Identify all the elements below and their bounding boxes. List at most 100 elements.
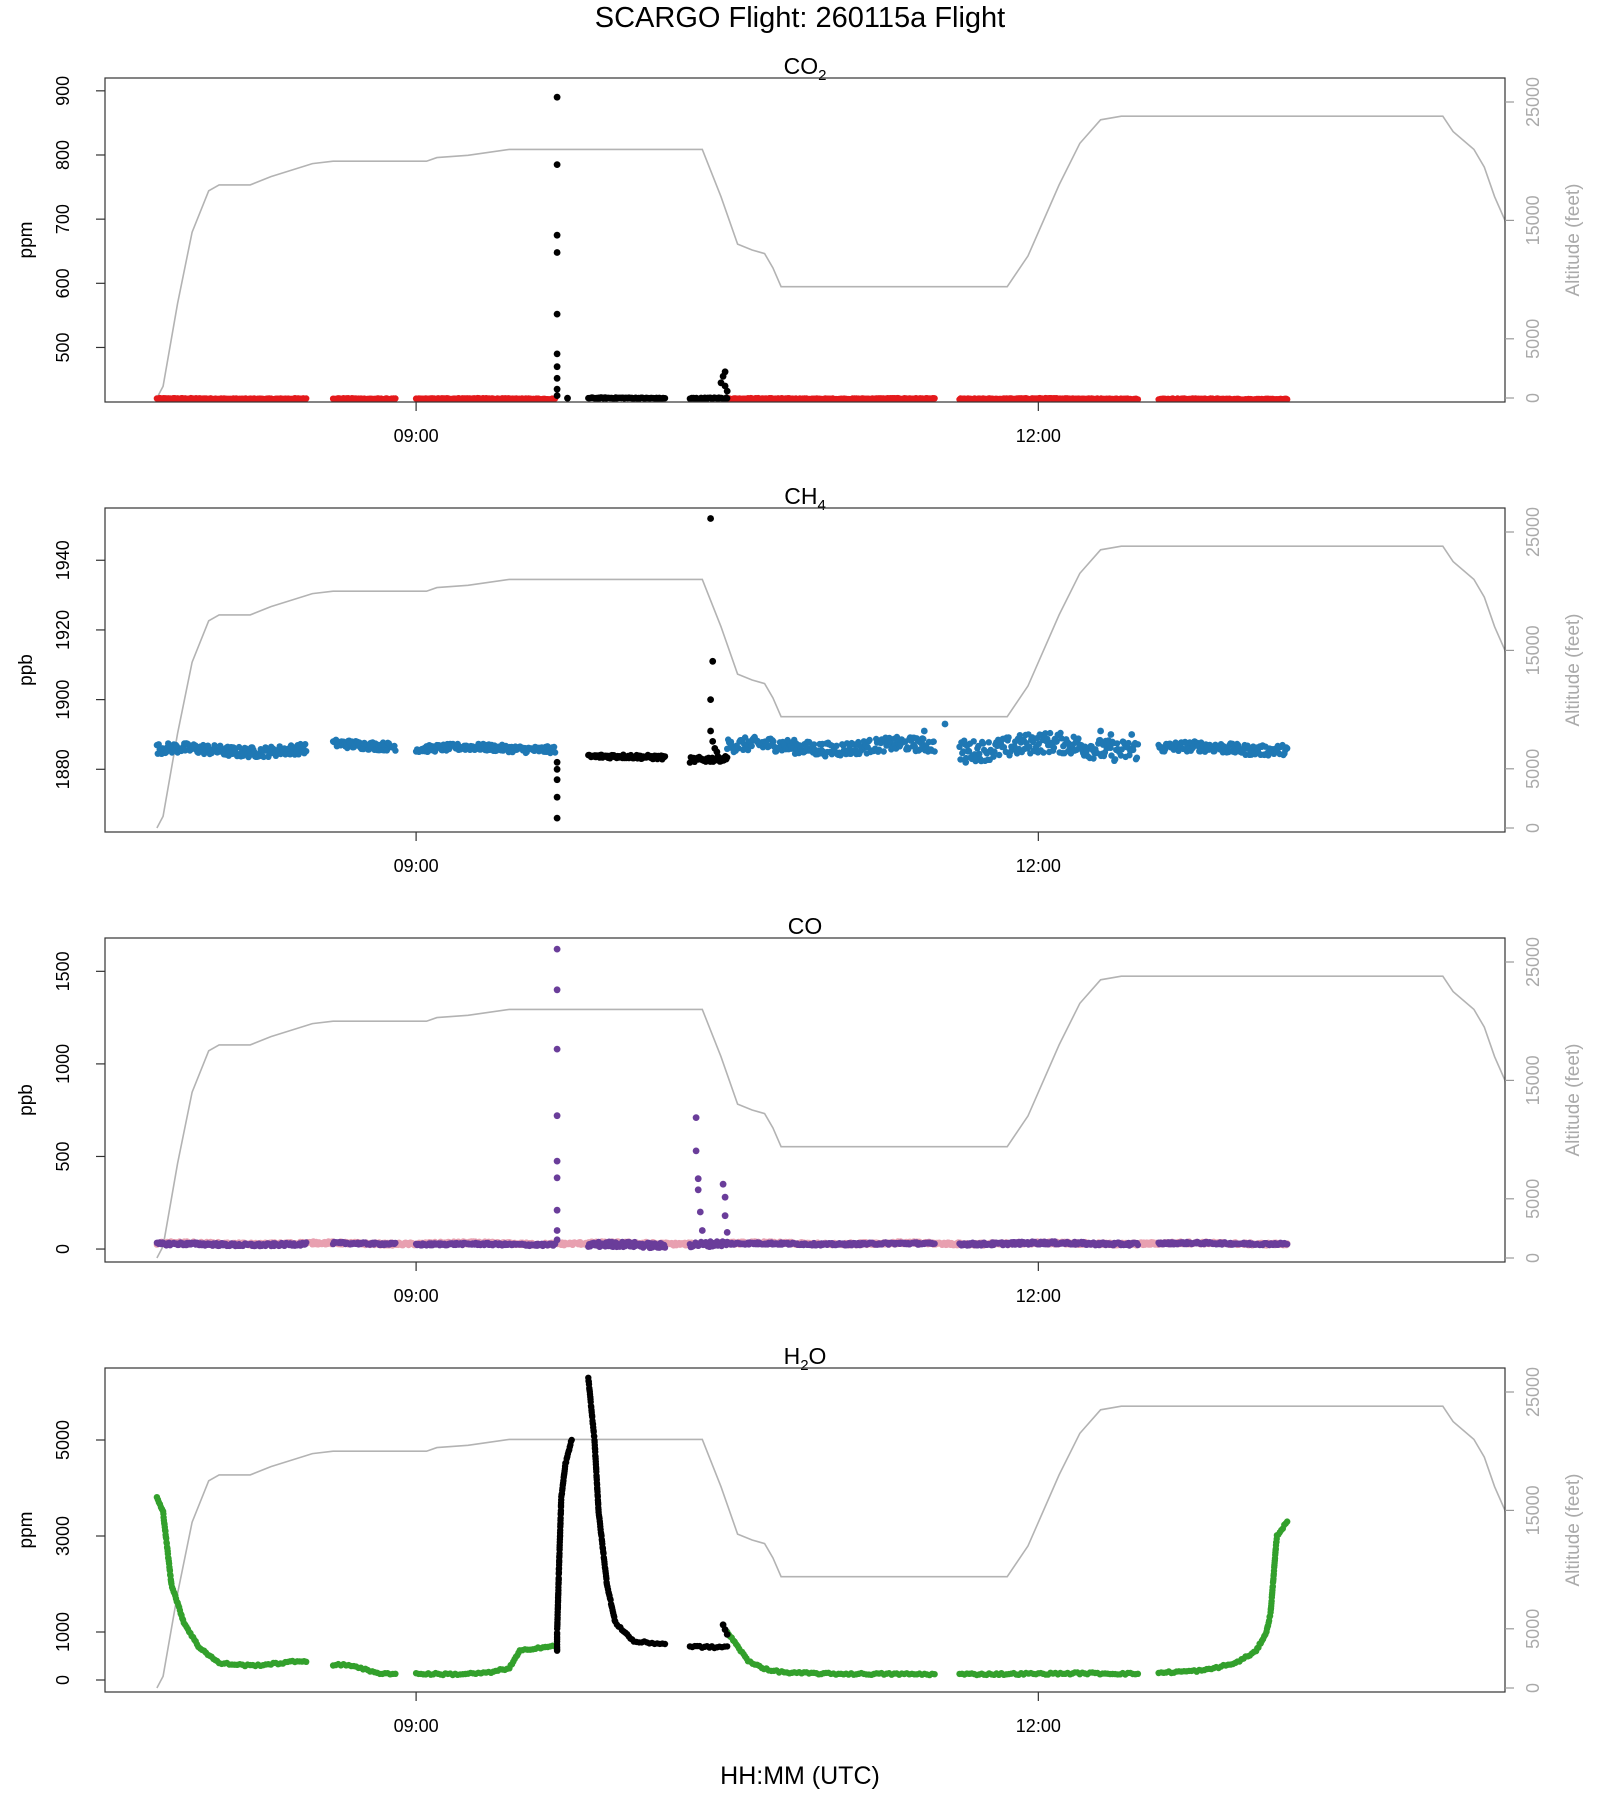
data-point <box>692 1147 700 1155</box>
data-point <box>553 374 561 382</box>
y2-tick-label: 5000 <box>1523 749 1543 789</box>
data-point <box>713 748 721 756</box>
x-tick-label: 09:00 <box>394 426 439 446</box>
data-point <box>707 727 714 735</box>
data-point <box>661 753 669 760</box>
data-point <box>1125 739 1132 747</box>
data-point <box>833 742 840 749</box>
data-point <box>709 738 717 745</box>
data-point <box>810 741 818 748</box>
plot-area <box>153 515 1505 829</box>
data-point <box>383 747 391 754</box>
data-point <box>709 657 717 665</box>
data-point <box>1075 735 1082 742</box>
y2-axis-label: Altitude (feet) <box>1563 614 1584 727</box>
data-point <box>553 1227 561 1234</box>
plot-area <box>153 93 1505 402</box>
data-point <box>866 736 873 744</box>
data-point <box>553 776 561 784</box>
y-tick-label: 700 <box>53 204 73 234</box>
data-point <box>991 748 998 755</box>
data-point <box>1005 734 1012 741</box>
x-tick-label: 12:00 <box>1016 426 1061 446</box>
data-point <box>1134 396 1142 402</box>
altitude-line <box>156 545 1505 829</box>
y2-tick-label: 15000 <box>1523 1055 1543 1105</box>
data-point <box>303 748 310 755</box>
data-point <box>553 758 561 766</box>
panel-title-tail: O <box>809 1343 827 1369</box>
data-point <box>303 395 310 402</box>
panel-title: H2O <box>784 1343 827 1374</box>
y-tick-label: 800 <box>53 140 73 170</box>
data-point <box>744 746 752 754</box>
data-point <box>553 1045 561 1053</box>
data-point <box>392 747 399 754</box>
data-point <box>979 740 987 747</box>
data-point <box>931 1671 938 1678</box>
data-point <box>1026 743 1033 750</box>
data-point <box>1107 744 1114 751</box>
data-point <box>723 1229 731 1236</box>
data-point <box>553 1206 561 1214</box>
data-point <box>910 734 918 742</box>
data-point <box>553 1174 561 1182</box>
data-point <box>721 382 729 390</box>
data-point <box>1016 732 1024 739</box>
y-axis-label: ppb <box>16 654 37 686</box>
data-point <box>553 793 561 801</box>
y-tick-label: 600 <box>53 268 73 298</box>
data-point <box>1053 738 1060 745</box>
x-tick-label: 09:00 <box>394 856 439 876</box>
series-flagged <box>553 1374 731 1654</box>
x-tick-label: 12:00 <box>1016 1286 1061 1306</box>
data-point <box>155 741 162 748</box>
panel-title-main: H <box>784 1343 801 1369</box>
data-point <box>694 1186 702 1194</box>
y2-tick-label: 0 <box>1523 1253 1543 1263</box>
panel-title-main: CO <box>788 913 823 939</box>
data-point <box>356 739 363 746</box>
panel-co2: CO2500600700800900ppm050001500025000Alti… <box>16 53 1584 446</box>
data-point <box>553 1112 561 1120</box>
data-point <box>553 231 561 239</box>
data-point <box>721 368 729 376</box>
plot-area <box>153 945 1505 1259</box>
data-point <box>957 756 964 763</box>
data-point <box>1090 755 1097 762</box>
panel-title-subscript: 4 <box>817 497 825 514</box>
data-point <box>392 1239 399 1247</box>
data-point <box>941 720 949 728</box>
plot-frame <box>104 937 1506 1263</box>
data-point <box>770 738 777 745</box>
y2-axis-label: Altitude (feet) <box>1563 184 1584 297</box>
data-point <box>965 747 973 755</box>
data-point <box>553 363 561 371</box>
data-point <box>1040 749 1047 756</box>
panel-title: CH4 <box>784 483 826 514</box>
y-tick-label: 1500 <box>53 951 73 991</box>
series-ch4 <box>153 720 1291 766</box>
data-point <box>553 765 561 773</box>
data-point <box>1046 729 1054 737</box>
data-point <box>707 515 714 522</box>
data-point <box>741 734 749 741</box>
plot-frame <box>104 77 1506 403</box>
y2-tick-label: 15000 <box>1523 195 1543 245</box>
data-point <box>564 394 571 402</box>
data-point <box>235 743 243 751</box>
data-point <box>975 742 982 750</box>
data-point <box>553 1236 561 1244</box>
y-tick-label: 1940 <box>53 540 73 580</box>
data-point <box>694 1175 702 1183</box>
data-point <box>1112 756 1119 763</box>
panel-h2o: H2O0100030005000ppm050001500025000Altitu… <box>16 1343 1584 1736</box>
data-point <box>707 696 714 703</box>
data-point <box>1113 740 1121 747</box>
panel-title: CO2 <box>784 53 827 84</box>
data-point <box>553 93 561 101</box>
data-point <box>880 748 887 755</box>
data-point <box>553 161 561 169</box>
altitude-line <box>156 115 1505 399</box>
y-axis-label: ppb <box>16 1084 37 1116</box>
